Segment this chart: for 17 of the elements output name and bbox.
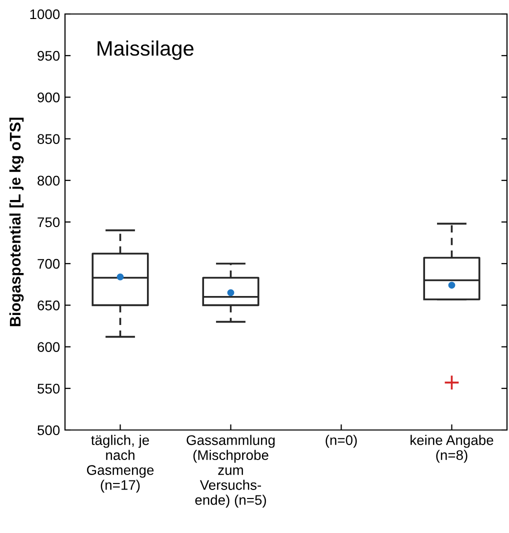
y-tick-label: 950 (38, 50, 60, 61)
annotation: Maissilage (98, 40, 194, 60)
y-tick-label: 850 (38, 134, 60, 144)
x-tick-label: Gassammlung (Mischprobe zum Versuchs- ende) (n=5) (186, 434, 275, 508)
y-tick-label: 650 (38, 300, 60, 310)
y-tick-label: 600 (38, 342, 60, 352)
x-tick-label: (n=0) (326, 434, 357, 448)
y-tick-label: 500 (38, 425, 60, 436)
x-tick-label: täglich, je nach Gasmenge (n=17) (86, 434, 154, 493)
y-tick-label: 800 (38, 176, 60, 186)
y-tick-label: 550 (38, 384, 60, 394)
y-tick-label: 1000 (30, 9, 60, 20)
y-tick-label: 700 (38, 258, 60, 269)
x-tick-label: keine Angabe (n=8) (410, 434, 494, 463)
y-tick-label: 750 (38, 217, 60, 228)
y-axis-title: Biogaspotential [L je kg oTS] (9, 118, 24, 326)
y-tick-label: 900 (38, 92, 60, 102)
